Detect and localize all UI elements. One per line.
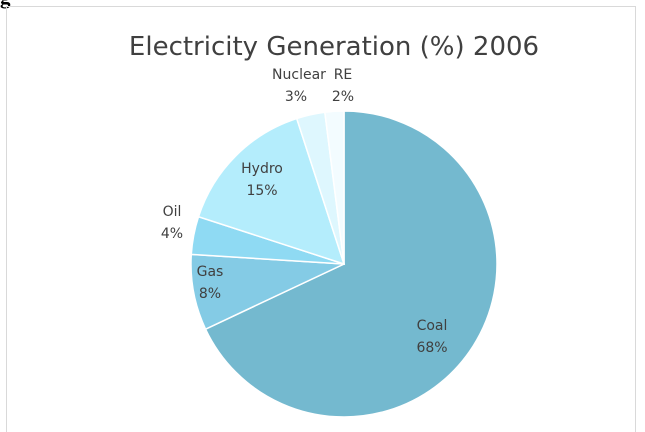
- chart-title: Electricity Generation (%) 2006: [129, 32, 539, 62]
- slice-value-oil: 4%: [161, 226, 183, 242]
- slice-label-gas: Gas: [197, 264, 224, 280]
- pie-slice-re: [323, 110, 345, 265]
- chart-frame: [6, 6, 636, 432]
- slice-value-gas: 8%: [199, 286, 221, 302]
- slice-label-re: RE: [334, 67, 353, 83]
- slice-value-nuclear: 3%: [285, 89, 307, 105]
- cropped-heading-text: g: [0, 0, 11, 8]
- slice-label-nuclear: Nuclear: [272, 67, 326, 83]
- pie-slice-coal: [204, 110, 498, 418]
- slice-value-hydro: 15%: [246, 183, 277, 199]
- pie-labels: Coal 68% Gas 8% Oil 4% Hydro 15% Nuclear 3% RE 2%: [161, 67, 448, 356]
- slice-value-coal: 68%: [416, 340, 447, 356]
- pie-slices: [190, 110, 498, 418]
- slice-value-re: 2%: [332, 89, 354, 105]
- slice-label-hydro: Hydro: [241, 161, 283, 177]
- pie-slice-hydro: [197, 117, 346, 266]
- slice-label-oil: Oil: [163, 204, 182, 220]
- slice-label-coal: Coal: [417, 318, 448, 334]
